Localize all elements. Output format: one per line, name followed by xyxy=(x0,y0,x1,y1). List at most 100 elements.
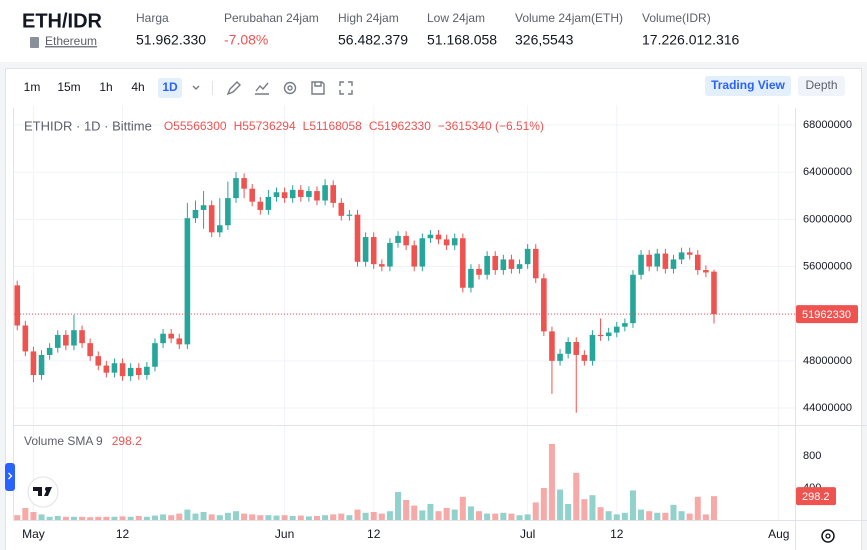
candle-body xyxy=(638,254,644,275)
candle-body xyxy=(119,363,126,377)
candle-body xyxy=(338,202,345,216)
candle-body xyxy=(492,255,499,271)
interval-button[interactable]: 1m xyxy=(24,80,41,94)
candle-body xyxy=(589,334,596,361)
candle-body xyxy=(387,242,393,267)
volume-bar xyxy=(192,513,199,520)
candle-body xyxy=(208,205,215,233)
candle-body xyxy=(427,234,434,239)
view-tab[interactable]: Depth xyxy=(805,78,837,92)
candle-body xyxy=(565,341,571,354)
legend-value: −3615340 (−6.51%) xyxy=(438,119,544,133)
volume-bar xyxy=(79,516,86,520)
candle-body xyxy=(103,365,110,373)
candle-body xyxy=(419,238,426,267)
chart-card xyxy=(5,68,862,550)
candle-body xyxy=(95,356,102,366)
candle-body xyxy=(144,366,150,376)
stat-value: -7.08% xyxy=(224,32,268,48)
volume-bar xyxy=(597,507,604,520)
candle-body xyxy=(71,330,77,346)
volume-bar xyxy=(678,511,685,520)
candle-body xyxy=(152,343,158,367)
interval-button[interactable]: 4h xyxy=(131,80,144,94)
volume-bar xyxy=(702,514,709,520)
volume-bar xyxy=(476,511,483,520)
view-tab-bg xyxy=(798,76,845,96)
x-tick-label: Jul xyxy=(520,527,535,541)
volume-bar xyxy=(297,515,304,520)
candle-body xyxy=(354,214,361,262)
volume-bar xyxy=(216,515,223,520)
stat-value: 56.482.379 xyxy=(338,32,408,48)
interval-button[interactable]: 1D xyxy=(162,80,178,94)
volume-bar xyxy=(638,509,645,520)
volume-bar xyxy=(524,514,531,520)
draw-icon[interactable] xyxy=(226,81,241,96)
axis-settings-icon[interactable] xyxy=(821,529,835,543)
volume-bar xyxy=(411,505,418,520)
last-price-box xyxy=(796,305,858,324)
candle-body xyxy=(241,178,247,189)
candle-body xyxy=(297,189,304,197)
candle-body xyxy=(38,354,45,376)
candle-body xyxy=(79,330,85,344)
stat-label: Low 24jam xyxy=(427,11,485,25)
fullscreen-icon[interactable] xyxy=(339,81,353,95)
candle-body xyxy=(200,205,207,210)
interval-button[interactable]: 1h xyxy=(99,80,112,94)
volume-bar xyxy=(62,516,69,520)
volume-bar xyxy=(354,509,361,520)
legend-title: ETHIDR · 1D · Bittime xyxy=(24,118,152,133)
volume-bar xyxy=(160,514,167,520)
volume-bar xyxy=(338,513,345,520)
indicator-icon[interactable] xyxy=(255,82,269,95)
side-tab-chevron xyxy=(8,472,13,480)
volume-bar xyxy=(176,513,183,520)
candle-body xyxy=(87,343,93,357)
candle-body xyxy=(703,270,709,273)
asset-link[interactable]: Ethereum xyxy=(45,34,97,48)
volume-bar xyxy=(119,516,126,520)
volume-bar xyxy=(548,444,555,520)
interval-caret[interactable] xyxy=(192,85,200,90)
candle-body xyxy=(225,198,231,226)
volume-bar xyxy=(95,516,102,520)
candle-body xyxy=(330,185,337,203)
candle-body xyxy=(630,274,636,324)
candle-body xyxy=(711,271,717,315)
toolbar: 1m 15m 1h 4h 1D Trading View Depth xyxy=(24,76,845,98)
volume-bar xyxy=(427,504,434,520)
y-tick-label: 56000000 xyxy=(803,260,852,272)
stat-value: 17.226.012.316 xyxy=(642,32,740,48)
volume-bar xyxy=(135,516,142,520)
volume-bar xyxy=(330,514,337,520)
candle-body xyxy=(613,326,620,333)
y-tick-label: 64000000 xyxy=(803,166,852,178)
volume-bar xyxy=(265,515,272,520)
volume-bar xyxy=(451,509,458,520)
settings-icon[interactable] xyxy=(283,81,297,95)
candle-body xyxy=(411,245,418,267)
candle-body xyxy=(597,334,604,337)
interval-active-bg xyxy=(158,78,182,98)
candle-body xyxy=(646,254,652,267)
volume-bar xyxy=(516,515,523,520)
volume-bar xyxy=(467,506,474,520)
save-icon[interactable] xyxy=(311,81,325,95)
volume-bar xyxy=(686,513,693,520)
stat-value: 51.962.330 xyxy=(136,32,206,48)
candle-body xyxy=(160,333,166,344)
volume-bar xyxy=(30,512,37,520)
view-tab[interactable]: Trading View xyxy=(711,78,785,92)
candle-body xyxy=(233,178,239,199)
volume-bar xyxy=(378,513,385,520)
interval-button[interactable]: 15m xyxy=(57,80,80,94)
candle-body xyxy=(654,253,661,267)
volume-bar xyxy=(143,516,150,520)
x-tick-label: May xyxy=(22,527,45,541)
volume-bar xyxy=(710,496,717,520)
candle-body xyxy=(468,268,474,288)
volume-bar xyxy=(589,495,596,520)
candle-body xyxy=(273,192,280,197)
